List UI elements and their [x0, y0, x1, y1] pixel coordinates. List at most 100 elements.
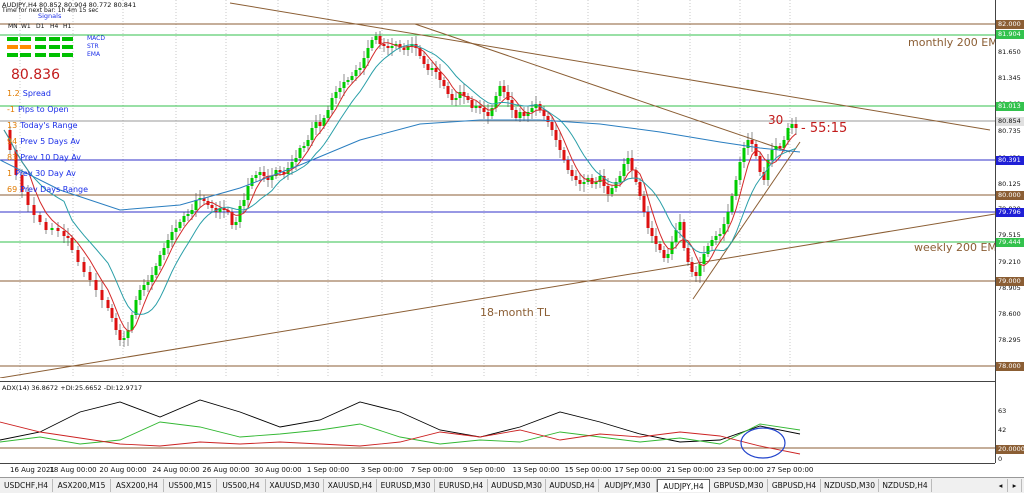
signal-light: [7, 37, 18, 41]
short-trendline: [414, 23, 791, 153]
candle: [270, 176, 274, 180]
candle: [62, 231, 66, 236]
price-label: 79.210: [998, 258, 1021, 266]
chart-tab[interactable]: ASX200,M15: [53, 479, 111, 492]
chart-tab[interactable]: AUDUSD,M30: [488, 479, 546, 492]
candle: [134, 300, 138, 315]
chart-tab[interactable]: AUDUSD,H4: [546, 479, 599, 492]
candle: [706, 246, 710, 254]
candle: [442, 80, 446, 86]
candle: [130, 315, 134, 330]
candle: [778, 146, 782, 148]
info-label: Pips to Open: [17, 105, 69, 114]
candle: [110, 308, 114, 318]
price-label: 80.125: [998, 180, 1021, 188]
candle: [158, 255, 162, 266]
chart-tab[interactable]: XAUUSD,H4: [324, 479, 377, 492]
ema-mid-line: [3, 44, 797, 316]
candle: [326, 110, 330, 118]
chart-tab[interactable]: GBPUSD,H4: [768, 479, 821, 492]
symbol-header: AUDJPY,H4 80.852 80.904 80.772 80.841: [2, 1, 137, 9]
ema-fast-line: [3, 42, 797, 332]
price-tag: 81.904: [996, 30, 1024, 39]
candle: [274, 170, 278, 176]
candle: [486, 112, 490, 116]
chart-tab[interactable]: AUDJPY,M30: [599, 479, 657, 492]
candle: [730, 196, 734, 212]
signal-light: [49, 45, 60, 49]
tab-scroll-left-icon[interactable]: ◂: [994, 479, 1008, 492]
candle: [194, 200, 198, 210]
candle: [56, 228, 60, 231]
candle: [642, 196, 646, 212]
price-label: 78.600: [998, 310, 1021, 318]
signal-label-ema: EMA: [87, 51, 101, 58]
bar-timer: Time for next bar: 1h 4m 15 sec: [2, 7, 99, 14]
candle: [366, 48, 370, 58]
candle: [570, 170, 574, 176]
candle: [618, 176, 622, 182]
info-row: -1 Pips to Open: [7, 105, 69, 114]
weekly-ema-label: weekly 200 EMA: [914, 241, 995, 254]
candle: [790, 124, 794, 128]
chart-tab[interactable]: NZDUSD,M30: [821, 479, 879, 492]
time-label: 7 Sep 00:00: [410, 466, 454, 474]
chart-tab[interactable]: XAUUSD,M30: [266, 479, 324, 492]
signal-timeframe-h1: H1: [63, 23, 72, 30]
time-label: 26 Aug 00:00: [202, 466, 250, 474]
chart-tab[interactable]: US500,H4: [217, 479, 266, 492]
price-scale[interactable]: 81.65081.34581.04080.73580.43080.12579.8…: [995, 0, 1024, 463]
signal-timeframe-mn: MN: [8, 23, 18, 30]
candle: [390, 46, 394, 48]
chart-tab[interactable]: EURUSD,H4: [435, 479, 488, 492]
chart-tab[interactable]: GBPUSD,M30: [710, 479, 768, 492]
time-label: 24 Aug 00:00: [152, 466, 200, 474]
chart-tab[interactable]: ASX200,H4: [111, 479, 164, 492]
candle: [210, 205, 214, 208]
candle: [470, 100, 474, 108]
candle: [350, 76, 354, 80]
candle: [178, 222, 182, 228]
price-chart-canvas[interactable]: [0, 0, 995, 378]
candle: [378, 36, 382, 44]
signal-timeframe-w1: W1: [21, 23, 31, 30]
candle: [794, 124, 798, 128]
signal-light: [20, 45, 31, 49]
candle: [162, 248, 166, 255]
adx-panel[interactable]: ADX(14) 36.8672 +DI:25.6652 -DI:12.9717: [0, 381, 995, 464]
candle: [426, 64, 430, 70]
candle: [76, 250, 80, 262]
info-label: Spread: [22, 89, 51, 98]
candle: [562, 150, 566, 160]
candle: [454, 98, 458, 100]
candle: [678, 222, 682, 230]
price-tag: 81.013: [996, 102, 1024, 111]
candle: [726, 212, 730, 224]
time-axis: 16 Aug 2021 18 Aug 00:00 20 Aug 00:00 24 Au…: [0, 463, 995, 478]
chart-tab[interactable]: USDCHF,H4: [0, 479, 53, 492]
minus-di-line: [0, 421, 801, 455]
candle: [686, 248, 690, 262]
signal-light: [62, 37, 73, 41]
upper-trendline: [229, 2, 991, 131]
tab-scroll-right-icon[interactable]: ▸: [1008, 479, 1022, 492]
chart-tab[interactable]: EURUSD,M30: [377, 479, 435, 492]
candle: [630, 158, 634, 170]
candle: [690, 262, 694, 272]
candle: [638, 182, 642, 196]
candle: [238, 206, 242, 222]
candle: [674, 230, 678, 242]
price-chart[interactable]: AUDJPY,H4 80.852 80.904 80.772 80.841 Ti…: [0, 0, 995, 378]
candle: [546, 116, 550, 122]
price-label: 78.295: [998, 336, 1021, 344]
price-label: 78.905: [998, 284, 1021, 292]
candle: [542, 110, 546, 116]
chart-tab[interactable]: AUDJPY,H4: [657, 479, 710, 492]
chart-tab[interactable]: NZDUSD,H4: [879, 479, 932, 492]
candle: [358, 68, 362, 70]
chart-tab[interactable]: US500,M15: [164, 479, 217, 492]
adx-canvas[interactable]: [0, 382, 995, 464]
info-row: 1 Prev 30 Day Av: [7, 169, 76, 178]
candle: [582, 182, 586, 184]
candle: [478, 106, 482, 108]
